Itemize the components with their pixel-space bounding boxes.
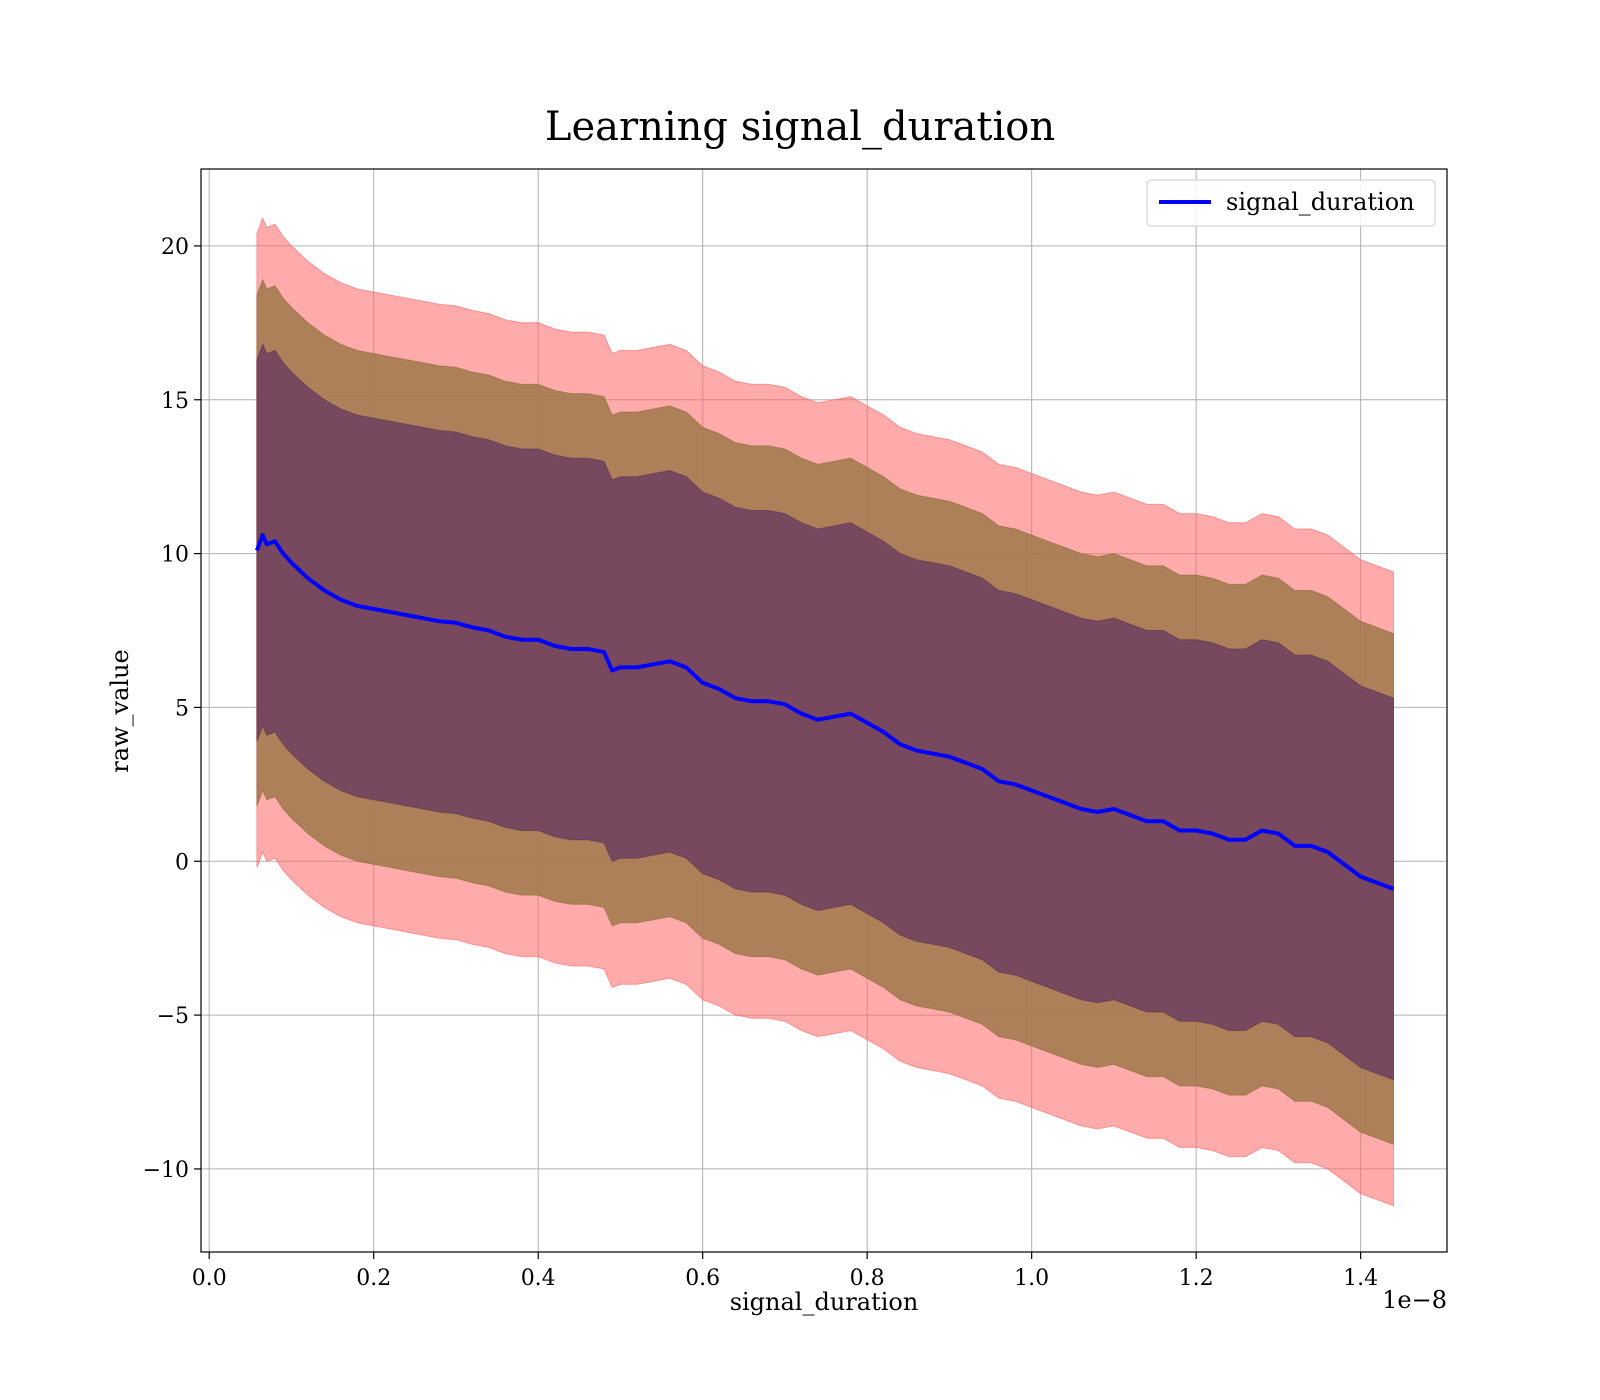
y-tick-label: 10 xyxy=(161,543,189,568)
y-tick-label: −5 xyxy=(157,1004,189,1029)
series-lines xyxy=(255,533,1395,891)
y-tick-label: 0 xyxy=(175,850,189,875)
x-tick-label: 1.0 xyxy=(1014,1266,1049,1291)
x-scale-offset: 1e−8 xyxy=(1382,1286,1447,1314)
y-axis-ticks: −10 −5 0 5 10 15 20 xyxy=(143,235,201,1183)
legend-label: signal_duration xyxy=(1226,188,1415,216)
band-inner xyxy=(256,343,1394,1081)
y-tick-label: −10 xyxy=(143,1158,189,1183)
legend: signal_duration xyxy=(1146,179,1436,227)
x-axis-ticks: 0.0 0.2 0.4 0.6 0.8 1.0 1.2 1.4 xyxy=(192,1252,1378,1291)
x-tick-label: 0.0 xyxy=(192,1266,227,1291)
chart-title: Learning signal_duration xyxy=(545,104,1055,150)
y-tick-label: 5 xyxy=(175,696,189,721)
confidence-bands xyxy=(256,216,1394,1207)
x-tick-label: 1.2 xyxy=(1179,1266,1214,1291)
legend-box xyxy=(1146,179,1436,227)
y-tick-label: 15 xyxy=(161,389,189,414)
x-tick-label: 1.4 xyxy=(1343,1266,1378,1291)
x-tick-label: 0.8 xyxy=(850,1266,885,1291)
x-tick-label: 0.4 xyxy=(521,1266,556,1291)
x-tick-label: 0.2 xyxy=(356,1266,391,1291)
y-tick-label: 20 xyxy=(161,235,189,260)
plot-frame xyxy=(200,168,1448,1253)
y-axis-label: raw_value xyxy=(106,649,134,773)
x-tick-label: 0.6 xyxy=(685,1266,720,1291)
series-line-signal-duration xyxy=(255,533,1395,891)
x-axis-label: signal_duration xyxy=(730,1288,919,1316)
